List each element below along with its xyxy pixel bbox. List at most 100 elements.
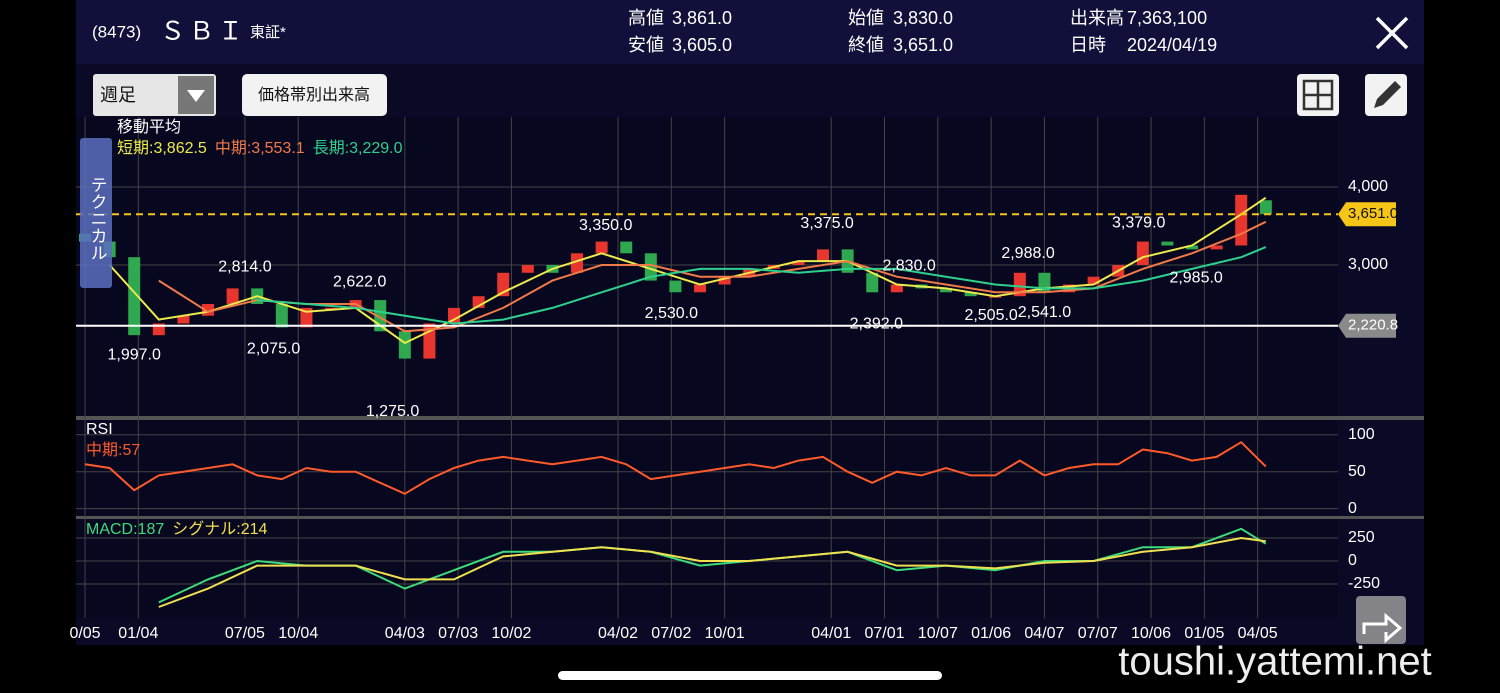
stock-name: ＳＢＩ xyxy=(160,18,247,46)
quote-label: 安値 xyxy=(628,35,664,55)
candle xyxy=(964,292,977,297)
y-tick-label: 3,000 xyxy=(1348,256,1388,273)
quote-label: 終値 xyxy=(848,35,884,55)
price-tag xyxy=(1338,313,1396,338)
price-tag-label: 3,651.0 xyxy=(1348,205,1398,222)
legend-entry: 中期:3,553.1 xyxy=(215,139,305,157)
x-tick-label: 01/04 xyxy=(118,625,158,642)
price-annotation: 1,275.0 xyxy=(366,403,419,420)
y-tick-label: 100 xyxy=(1348,426,1375,443)
candle xyxy=(571,253,584,273)
candle xyxy=(1087,276,1100,285)
candle xyxy=(521,264,534,273)
panel-separator xyxy=(76,416,1424,420)
volume-button[interactable]: 価格帯別出来高 xyxy=(242,74,387,116)
price-annotation: 2,541.0 xyxy=(1018,304,1071,321)
close-icon xyxy=(1375,16,1409,50)
candle xyxy=(325,307,338,310)
price-annotation: 3,375.0 xyxy=(800,215,853,232)
price-annotation: 2,622.0 xyxy=(333,274,386,291)
x-tick-label: 10/06 xyxy=(1131,625,1171,642)
series-line xyxy=(257,246,1267,325)
candle xyxy=(152,323,165,336)
candle xyxy=(817,249,830,262)
series-line xyxy=(84,440,1267,495)
y-tick-label: 0 xyxy=(1348,500,1357,517)
x-tick-label: 01/06 xyxy=(971,625,1011,642)
candle xyxy=(1186,245,1199,250)
x-tick-label: 07/05 xyxy=(225,625,265,642)
x-tick-label: 10/02 xyxy=(491,625,531,642)
candle xyxy=(1161,241,1174,246)
price-annotation: 2,985.0 xyxy=(1169,269,1222,286)
tab-label: テクニカル xyxy=(88,176,107,261)
price-tag-label: 2,220.8 xyxy=(1348,317,1398,334)
candle xyxy=(1013,272,1026,297)
panel-separator xyxy=(76,516,1424,519)
price-annotation: 3,379.0 xyxy=(1112,215,1165,232)
x-tick-label: 07/03 xyxy=(438,625,478,642)
candle xyxy=(620,241,633,254)
legend-entry: 中期:57 xyxy=(86,441,140,459)
x-tick-label: 04/02 xyxy=(598,625,638,642)
x-tick-label: 04/01 xyxy=(811,625,851,642)
button-box xyxy=(242,74,387,116)
quote-value: 7,363,100 xyxy=(1127,8,1207,28)
candle xyxy=(275,303,288,328)
candle xyxy=(226,288,239,304)
button-label: 価格帯別出来高 xyxy=(258,86,370,104)
price-annotation: 2,830.0 xyxy=(882,257,935,274)
candle xyxy=(940,288,953,293)
candle xyxy=(1136,241,1149,265)
legend-entry: 長期:3,229.0 xyxy=(313,139,403,157)
legend-entry: シグナル:214 xyxy=(172,520,267,538)
y-tick-label: 250 xyxy=(1348,529,1375,546)
x-tick-label: 0/05 xyxy=(69,625,100,642)
draw-button[interactable] xyxy=(1365,74,1407,116)
candle xyxy=(202,303,215,316)
icon-box xyxy=(1356,596,1406,644)
market: 東証* xyxy=(250,24,286,41)
share-button[interactable] xyxy=(1356,596,1406,644)
candle xyxy=(128,257,141,336)
close-button[interactable] xyxy=(1375,16,1409,50)
candle xyxy=(1210,245,1223,250)
price-annotation: 2,392.0 xyxy=(850,316,903,333)
candle xyxy=(694,284,707,293)
technical-tab[interactable]: テクニカル xyxy=(80,138,112,288)
tab-box xyxy=(80,138,112,288)
quote-label: 高値 xyxy=(628,8,664,28)
candle xyxy=(866,272,879,293)
period-select[interactable]: 週足 xyxy=(93,74,216,116)
legend-entry: MACD:187 xyxy=(86,521,164,538)
quote-value: 2024/04/19 xyxy=(1127,35,1217,55)
y-tick-label: -250 xyxy=(1348,575,1380,592)
quote-value: 3,830.0 xyxy=(893,8,953,28)
chart-background xyxy=(76,117,1338,618)
x-tick-label: 04/05 xyxy=(1238,625,1278,642)
candle xyxy=(398,331,411,359)
x-tick-label: 04/03 xyxy=(385,625,425,642)
indicator-title: RSI xyxy=(86,421,113,438)
quote-value: 3,861.0 xyxy=(672,8,732,28)
price-annotation: 2,814.0 xyxy=(218,259,271,276)
candle xyxy=(1259,200,1272,215)
grid-icon xyxy=(1302,79,1334,111)
header-bar xyxy=(76,0,1424,64)
layout-button[interactable] xyxy=(1297,74,1339,116)
quote-label: 出来高 xyxy=(1070,8,1124,28)
price-annotation: 1,997.0 xyxy=(108,346,161,363)
series-line xyxy=(158,536,1266,608)
candle xyxy=(595,241,608,254)
period-label: 週足 xyxy=(100,85,136,105)
candle xyxy=(300,307,313,328)
x-tick-label: 07/02 xyxy=(651,625,691,642)
price-tag xyxy=(1338,202,1396,227)
x-tick-label: 01/05 xyxy=(1184,625,1224,642)
x-tick-label: 10/04 xyxy=(278,625,318,642)
stock-code: (8473) xyxy=(92,22,141,41)
x-tick-label: 10/07 xyxy=(918,625,958,642)
indicator-title: 移動平均 xyxy=(117,118,181,136)
